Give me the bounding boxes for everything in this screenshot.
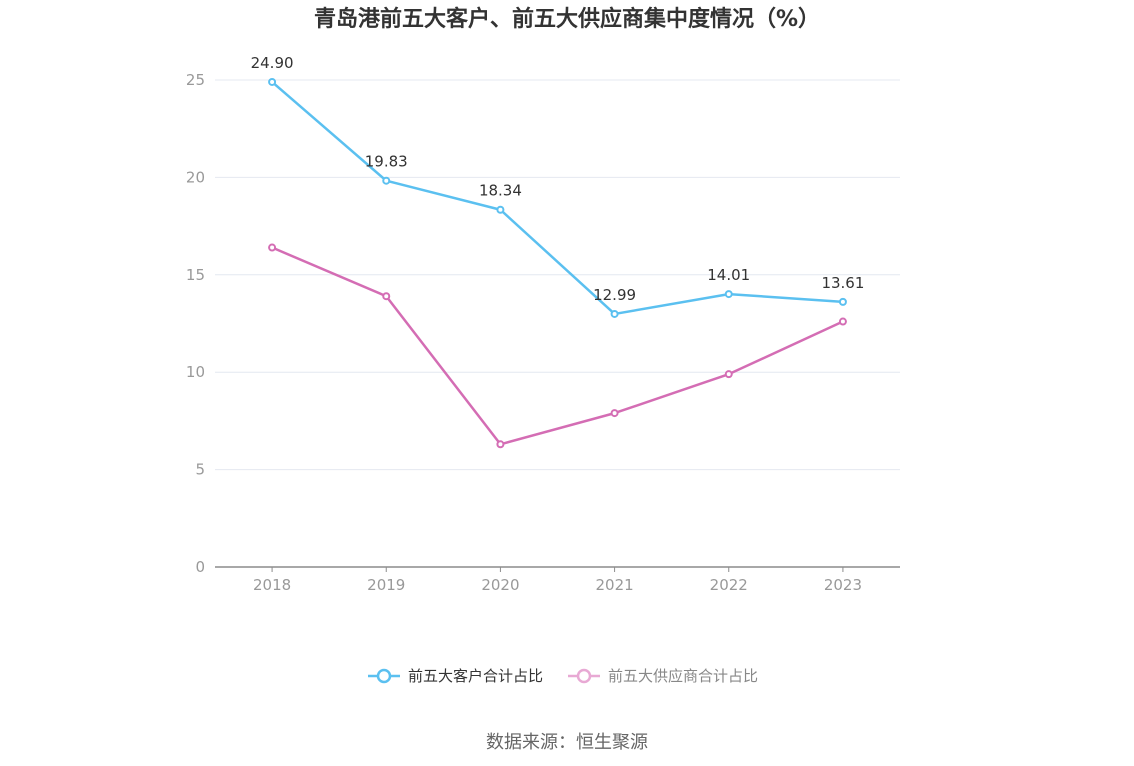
data-label: 19.83 [365,153,408,171]
series-line [271,81,844,316]
y-tick-label: 15 [186,266,205,284]
data-point[interactable] [382,292,391,301]
legend-marker-icon [376,668,392,684]
legend: 前五大客户合计占比 前五大供应商合计占比 [368,667,758,685]
x-tick-label: 2020 [481,576,519,594]
x-tick-label: 2018 [253,576,291,594]
data-point[interactable] [724,370,733,379]
chart-title: 青岛港前五大客户、前五大供应商集中度情况（%） [314,6,820,32]
x-axis: 2018 2019 2020 2021 2022 2023 [215,566,900,594]
x-tick-label: 2021 [595,576,633,594]
legend-marker-icon [576,668,592,684]
x-tick-label: 2019 [367,576,405,594]
legend-label: 前五大客户合计占比 [408,667,543,685]
data-point[interactable] [724,290,733,299]
legend-label: 前五大供应商合计占比 [608,667,758,685]
y-tick-label: 25 [186,71,205,89]
data-point[interactable] [838,317,847,326]
data-point[interactable] [268,243,277,252]
y-axis: 0 5 10 15 20 25 [186,71,205,576]
data-point[interactable] [610,409,619,418]
x-tick-label: 2023 [824,576,862,594]
data-source: 数据来源：恒生聚源 [486,732,648,753]
grid-lines [215,79,900,471]
data-label: 24.90 [251,54,294,72]
series-1: 24.90 19.83 18.34 12.99 14.01 13.61 [251,54,864,318]
y-tick-label: 20 [186,168,205,186]
data-label: 14.01 [707,266,750,284]
series-2 [268,243,847,449]
data-point[interactable] [496,205,505,214]
y-tick-label: 0 [195,558,205,576]
data-label: 12.99 [593,286,636,304]
y-tick-label: 10 [186,363,205,381]
series-line [271,246,844,446]
legend-item-1[interactable]: 前五大客户合计占比 [368,667,543,685]
data-label: 13.61 [821,274,864,292]
data-point[interactable] [268,77,277,86]
legend-item-2[interactable]: 前五大供应商合计占比 [568,667,758,685]
data-point[interactable] [496,440,505,449]
data-point[interactable] [382,176,391,185]
y-tick-label: 5 [195,461,205,479]
data-point[interactable] [610,309,619,318]
data-point[interactable] [838,297,847,306]
data-label: 18.34 [479,182,522,200]
x-tick-label: 2022 [710,576,748,594]
series-group: 24.90 19.83 18.34 12.99 14.01 13.61 [251,54,864,449]
